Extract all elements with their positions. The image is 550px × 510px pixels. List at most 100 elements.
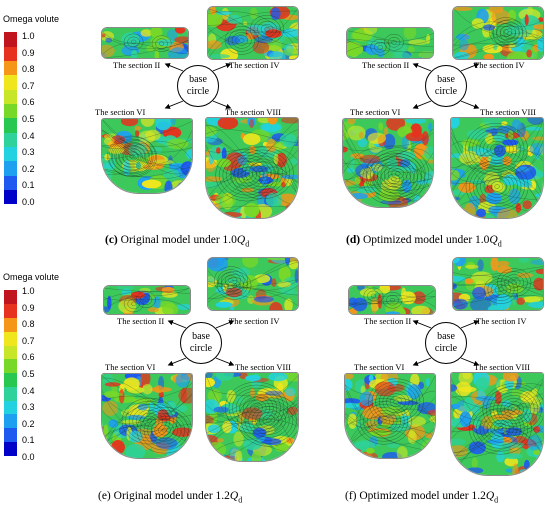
colorbar-tick-label: 0.1 <box>22 435 35 446</box>
colorbar-cell <box>4 413 17 428</box>
vortex-streamline <box>384 34 404 51</box>
vortex-streamline <box>131 301 137 307</box>
contour-blob <box>496 208 518 218</box>
colorbar-cell <box>4 427 17 442</box>
section-vi-label: The section VI <box>354 362 405 372</box>
colorbar-tick-label: 0.8 <box>22 319 35 330</box>
vortex-streamline <box>260 23 274 35</box>
contour-blob <box>243 21 248 26</box>
vortex-streamline <box>469 163 525 210</box>
vortex-streamline <box>387 165 408 182</box>
contour-blob <box>525 126 543 131</box>
contour-blob <box>464 278 474 285</box>
contour-blob <box>215 373 234 381</box>
section-ii-label: The section II <box>113 60 161 70</box>
contour-blob <box>512 463 519 475</box>
contour-blob <box>206 373 213 379</box>
streamline <box>453 42 543 59</box>
vortex-streamline <box>362 152 426 206</box>
arrows <box>164 63 232 109</box>
vortex-streamline <box>476 169 518 204</box>
vortex-streamline <box>367 290 380 302</box>
base-circle: base circle <box>425 322 467 364</box>
contour-field <box>347 28 433 58</box>
arrow <box>164 63 184 72</box>
caption-c: (c) Original model under 1.0Qd <box>105 234 250 249</box>
contour-blob <box>208 276 216 283</box>
contour-blob <box>368 374 374 382</box>
vortex-streamline <box>130 39 137 45</box>
arrow <box>412 357 432 366</box>
colorbar-tick-label: 0.8 <box>22 64 35 75</box>
section-vi-label: The section VI <box>95 107 146 117</box>
vortex-streamline <box>125 400 174 442</box>
contour-blob <box>131 49 138 58</box>
vortex-streamline <box>241 155 283 191</box>
vortex-streamline <box>217 271 252 300</box>
contour-blob <box>254 296 274 303</box>
contour-blob <box>103 137 115 146</box>
vortex-streamline <box>494 423 507 434</box>
contour-blob <box>526 49 532 58</box>
streamline <box>102 43 188 55</box>
contour-blob <box>486 192 502 205</box>
contour-blob <box>451 384 458 392</box>
contour-blob <box>458 182 476 193</box>
vortex-streamline <box>493 146 500 152</box>
streamline <box>102 152 192 187</box>
arrows <box>412 63 480 109</box>
contour-blob <box>531 388 538 397</box>
vortex-streamline <box>497 426 503 431</box>
section-viii-label: The section VIII <box>474 362 531 372</box>
colorbar-tick-labels: 1.0 0.9 0.8 0.7 0.6 0.5 0.4 0.3 0.2 0.1 0.0 <box>22 286 52 462</box>
streamline <box>451 393 543 468</box>
streamline <box>102 394 192 420</box>
contour-blob <box>172 427 192 437</box>
arrows <box>167 320 235 366</box>
vortex-streamline <box>371 381 421 422</box>
contour-blob <box>162 126 182 139</box>
vortex-streamline <box>378 387 414 416</box>
arrow <box>412 320 432 329</box>
contour-blob <box>141 179 162 189</box>
vortex-streamline <box>264 26 270 32</box>
contour-blob <box>396 446 408 458</box>
contour-blob <box>142 384 153 395</box>
contour-blob <box>226 390 236 403</box>
colorbar-cell <box>4 386 17 401</box>
section-ii-contour <box>101 27 189 59</box>
section-viii-label: The section VIII <box>480 107 537 117</box>
contour-blob <box>162 303 179 314</box>
contour-field <box>453 258 543 310</box>
streamline <box>347 30 433 48</box>
contour-blob <box>282 48 298 56</box>
streamline <box>208 261 298 288</box>
contour-blob <box>524 14 529 26</box>
colorbar-cell <box>4 89 17 105</box>
vortex-streamline <box>115 142 150 172</box>
streamline <box>208 23 298 41</box>
contour-blob <box>221 147 227 161</box>
vortex-streamline <box>489 389 539 430</box>
contour-blob <box>516 36 525 48</box>
streamline <box>206 403 298 424</box>
contour-blob <box>243 133 261 146</box>
section-iv-contour <box>207 6 299 60</box>
contour-blob <box>532 136 543 141</box>
streamline <box>208 23 298 53</box>
vortex-streamline <box>266 418 272 423</box>
contour-blob <box>145 129 161 141</box>
vortex-streamline <box>395 171 401 176</box>
contour-blob <box>242 258 259 268</box>
streamline <box>206 129 298 143</box>
colorbar-tick-label: 0.7 <box>22 80 35 91</box>
contour-blob <box>532 24 543 30</box>
vortex-streamline <box>369 150 426 197</box>
vortex-streamline <box>121 147 142 165</box>
contour-blob <box>121 119 139 127</box>
contour-blob <box>345 378 353 392</box>
section-ii-label: The section II <box>362 60 410 70</box>
streamline <box>102 129 192 147</box>
streamline <box>102 374 192 439</box>
vortex-streamline <box>222 154 272 196</box>
